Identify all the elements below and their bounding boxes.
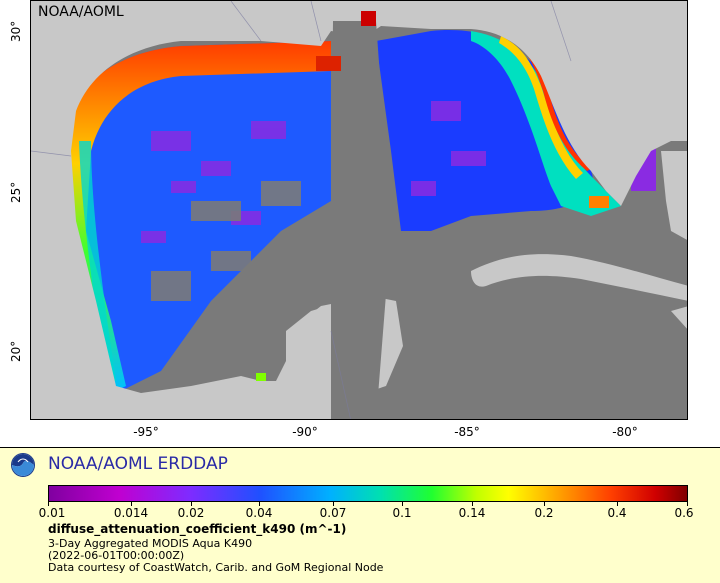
y-tick-25: 25°	[9, 181, 23, 203]
satellite-gap	[331, 21, 391, 419]
colorbar	[48, 485, 688, 502]
dataset-name: 3-Day Aggregated MODIS Aqua K490	[48, 537, 253, 550]
colorbar-tick	[48, 502, 49, 506]
colorbar-label: 0.4	[607, 506, 627, 520]
colorbar-label: 0.1	[392, 506, 412, 520]
colorbar-tick	[472, 502, 473, 506]
colorbar-label: 0.01	[38, 506, 66, 520]
map-source-label: NOAA/AOML	[38, 4, 124, 20]
map-panel[interactable]	[30, 0, 688, 420]
low-value-speckles	[141, 121, 286, 243]
y-tick-30: 30°	[9, 20, 23, 42]
colorbar-label: 0.04	[245, 506, 273, 520]
colorbar-tick	[687, 502, 688, 506]
colorbar-tick	[617, 502, 618, 506]
dataset-time: (2022-06-01T00:00:00Z)	[48, 549, 185, 562]
colorbar-label: 0.02	[177, 506, 205, 520]
cuba	[471, 254, 687, 301]
colorbar-tick	[191, 502, 192, 506]
bahamas	[661, 151, 687, 240]
colorbar-label: 0.6	[674, 506, 694, 520]
us-landmass	[31, 1, 687, 206]
noaa-logo-icon	[11, 453, 35, 477]
variable-name: diffuse_attenuation_coefficient_k490 (m^…	[48, 522, 347, 536]
colorbar-label: 0.2	[534, 506, 554, 520]
colorbar-tick	[402, 502, 403, 506]
borders	[31, 1, 572, 419]
colorbar-label: 0.14	[458, 506, 486, 520]
colorbar-tick	[333, 502, 334, 506]
hispaniola-edge	[671, 306, 687, 329]
colorbar-tick	[131, 502, 132, 506]
colorbar-label: 0.07	[319, 506, 347, 520]
colorbar-tick	[544, 502, 545, 506]
x-tick-95: -95°	[133, 425, 159, 439]
legend-title: NOAA/AOML ERDDAP	[48, 454, 228, 474]
data-credit: Data courtesy of CoastWatch, Carib. and …	[48, 561, 384, 574]
colorbar-tick	[259, 502, 260, 506]
x-tick-80: -80°	[612, 425, 638, 439]
x-tick-85: -85°	[454, 425, 480, 439]
x-tick-90: -90°	[292, 425, 318, 439]
map-canvas	[31, 1, 687, 419]
colorbar-label: 0.014	[113, 506, 149, 520]
legend-panel	[0, 447, 720, 583]
y-tick-20: 20°	[9, 340, 23, 362]
